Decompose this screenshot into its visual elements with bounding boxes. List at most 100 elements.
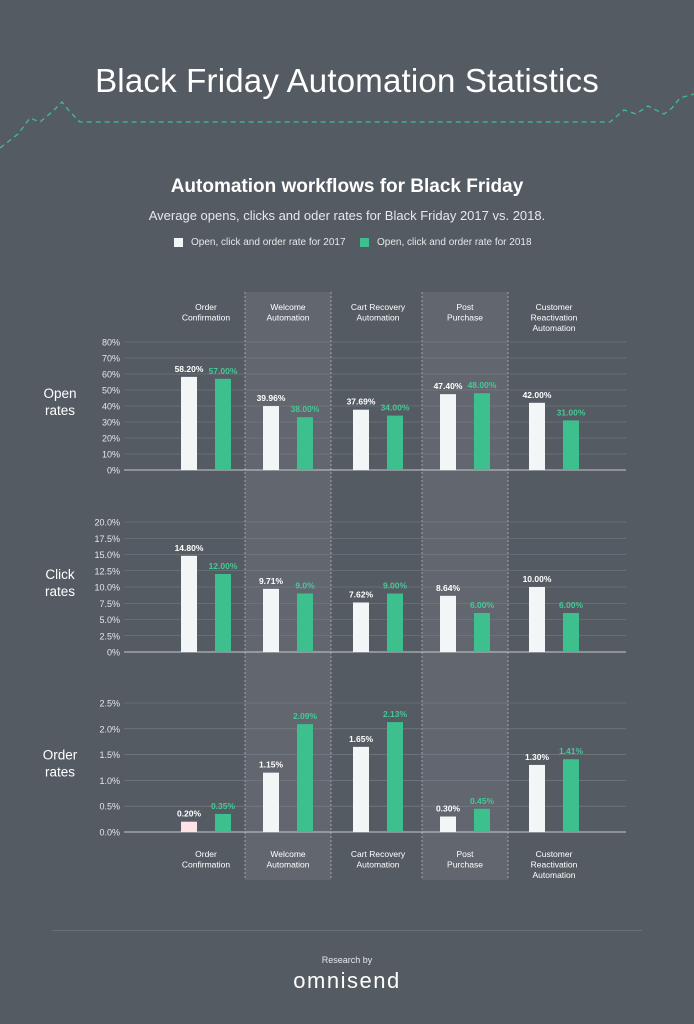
- brand-logo: omnisend: [293, 968, 401, 993]
- category-label-bottom: Welcome: [270, 849, 306, 859]
- data-label-2017: 1.65%: [349, 734, 374, 744]
- data-label-2018: 2.09%: [293, 711, 318, 721]
- data-label-2017: 39.96%: [257, 393, 286, 403]
- bar-2017: [353, 602, 369, 652]
- bar-2018: [387, 415, 403, 470]
- row-label: rates: [45, 403, 75, 418]
- category-label-bottom: Post: [456, 849, 474, 859]
- data-label-2017: 7.62%: [349, 589, 374, 599]
- data-label-2017: 47.40%: [434, 381, 463, 391]
- data-label-2018: 6.00%: [470, 600, 495, 610]
- category-label-top: Automation: [533, 323, 576, 333]
- data-label-2017: 0.20%: [177, 809, 202, 819]
- data-label-2018: 2.13%: [383, 709, 408, 719]
- bar-2017: [440, 816, 456, 832]
- data-label-2018: 0.35%: [211, 801, 236, 811]
- data-label-2018: 12.00%: [209, 561, 238, 571]
- category-label-top: Confirmation: [182, 313, 230, 323]
- data-label-2017: 1.15%: [259, 760, 284, 770]
- y-tick-label: 2.0%: [99, 724, 120, 734]
- bar-2017: [529, 587, 545, 652]
- bar-2017: [263, 406, 279, 470]
- bar-2018: [563, 613, 579, 652]
- row-label: Click: [45, 567, 74, 582]
- legend-label-2018: Open, click and order rate for 2018: [377, 237, 532, 248]
- y-tick-label: 20%: [102, 434, 120, 444]
- category-label-top: Automation: [357, 313, 400, 323]
- bar-2018: [297, 593, 313, 652]
- y-tick-label: 2.5%: [99, 631, 120, 641]
- bar-2018: [215, 378, 231, 470]
- data-label-2018: 31.00%: [557, 407, 586, 417]
- y-tick-label: 7.5%: [99, 599, 120, 609]
- category-label-bottom: Confirmation: [182, 860, 230, 870]
- chart-heading: Automation workflows for Black Friday: [170, 176, 524, 197]
- legend-swatch-2017: [174, 238, 183, 247]
- y-tick-label: 0.5%: [99, 802, 120, 812]
- bar-2018: [297, 724, 313, 832]
- bar-2018: [387, 593, 403, 652]
- decorative-trend-line-path: [0, 93, 694, 149]
- legend-swatch-2018: [360, 238, 369, 247]
- category-label-bottom: Cart Recovery: [351, 849, 406, 859]
- bar-2018: [474, 808, 490, 832]
- bar-2017: [440, 595, 456, 652]
- y-tick-label: 17.5%: [94, 534, 120, 544]
- bar-2018: [474, 613, 490, 652]
- bar-2018: [215, 574, 231, 652]
- category-label-top: Reactivation: [531, 313, 578, 323]
- data-label-2017: 10.00%: [523, 574, 552, 584]
- data-label-2017: 9.71%: [259, 576, 284, 586]
- category-label-top: Cart Recovery: [351, 302, 406, 312]
- legend-label-2017: Open, click and order rate for 2017: [191, 237, 346, 248]
- y-tick-label: 20.0%: [94, 518, 120, 528]
- category-label-bottom: Automation: [533, 870, 576, 880]
- data-label-2018: 48.00%: [468, 380, 497, 390]
- category-label-bottom: Customer: [536, 849, 573, 859]
- bar-2018: [474, 393, 490, 470]
- bar-2017: [353, 746, 369, 832]
- y-tick-label: 2.5%: [99, 699, 120, 709]
- category-label-top: Customer: [536, 302, 573, 312]
- category-label-bottom: Reactivation: [531, 860, 578, 870]
- y-tick-label: 1.0%: [99, 776, 120, 786]
- category-label-top: Order: [195, 302, 217, 312]
- data-label-2018: 6.00%: [559, 600, 584, 610]
- y-tick-label: 40%: [102, 402, 120, 412]
- y-tick-label: 80%: [102, 338, 120, 348]
- category-label-bottom: Order: [195, 849, 217, 859]
- bar-2018: [563, 759, 579, 832]
- y-tick-label: 1.5%: [99, 750, 120, 760]
- category-label-bottom: Automation: [267, 860, 310, 870]
- main-title: Black Friday Automation Statistics: [95, 62, 599, 99]
- category-label-bottom: Automation: [357, 860, 400, 870]
- y-tick-label: 0.0%: [99, 828, 120, 838]
- research-by-label: Research by: [321, 955, 373, 965]
- data-label-2017: 42.00%: [523, 390, 552, 400]
- legend-item-2018: Open, click and order rate for 2018: [360, 237, 532, 248]
- data-label-2018: 38.00%: [291, 404, 320, 414]
- column-highlight-band: [245, 292, 331, 880]
- y-tick-label: 50%: [102, 386, 120, 396]
- legend-item-2017: Open, click and order rate for 2017: [174, 237, 346, 248]
- y-tick-label: 60%: [102, 370, 120, 380]
- y-tick-label: 70%: [102, 354, 120, 364]
- data-label-2017: 58.20%: [175, 364, 204, 374]
- y-tick-label: 0%: [107, 466, 120, 476]
- data-label-2017: 37.69%: [347, 397, 376, 407]
- category-label-top: Purchase: [447, 313, 483, 323]
- data-label-2018: 1.41%: [559, 746, 584, 756]
- data-label-2017: 1.30%: [525, 752, 550, 762]
- bar-2017: [353, 409, 369, 470]
- bar-2017: [529, 764, 545, 832]
- footer-divider: [52, 930, 642, 931]
- decorative-trend-line: [0, 93, 694, 149]
- y-tick-label: 0%: [107, 648, 120, 658]
- row-label: Open: [43, 386, 76, 401]
- data-label-2018: 0.45%: [470, 796, 495, 806]
- bar-2017: [181, 376, 197, 470]
- bar-2017: [181, 555, 197, 652]
- category-label-top: Automation: [267, 313, 310, 323]
- data-label-2018: 34.00%: [381, 403, 410, 413]
